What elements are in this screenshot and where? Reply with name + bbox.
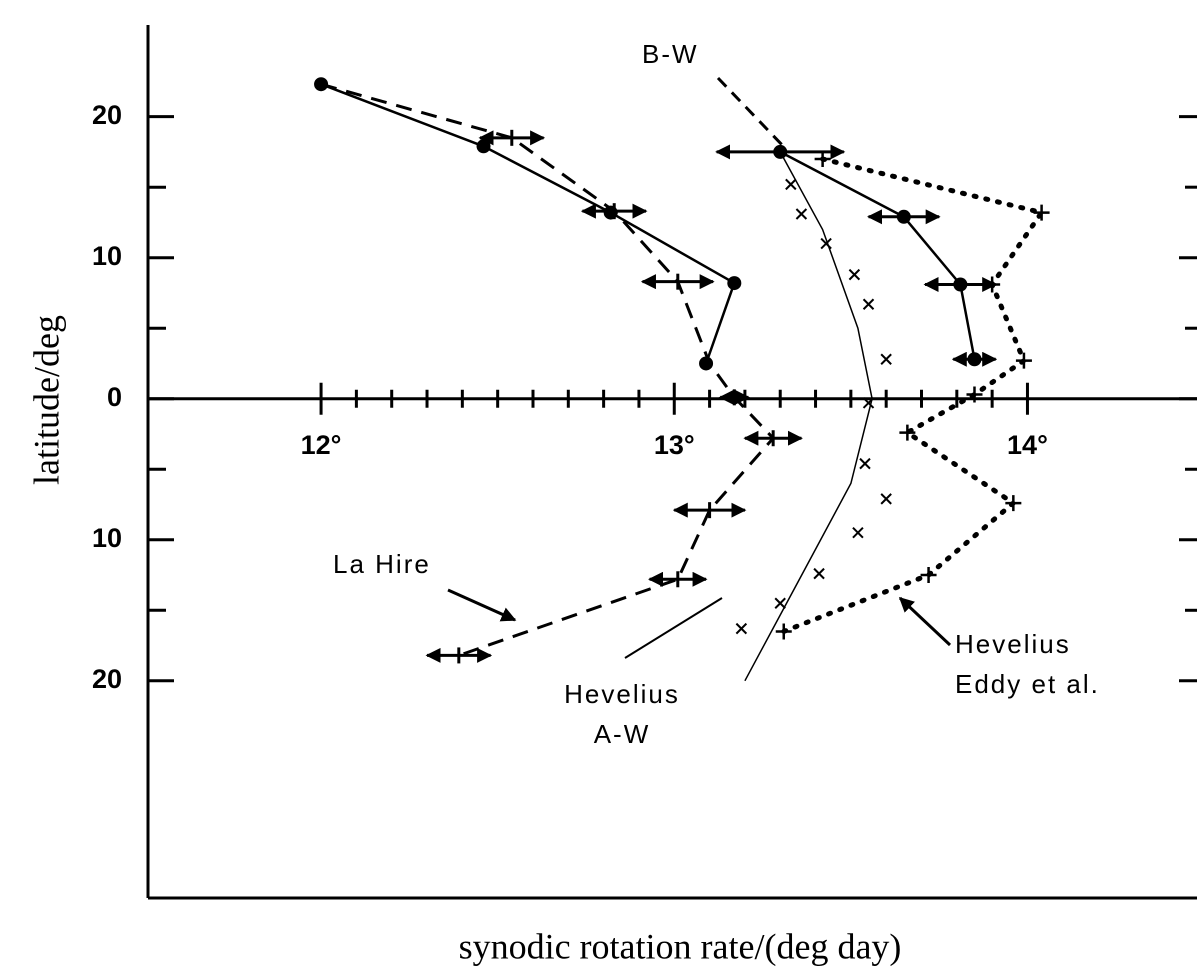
point <box>852 527 864 539</box>
x-tick-label: 14° <box>1007 430 1048 460</box>
point <box>899 424 916 441</box>
y-tick-label: 10 <box>92 241 122 271</box>
point <box>862 298 875 310</box>
point <box>813 567 825 580</box>
point <box>735 622 748 635</box>
point <box>785 178 797 191</box>
annotation: B-W <box>642 39 699 69</box>
pointer <box>716 76 787 150</box>
point <box>314 77 329 92</box>
point <box>1005 495 1022 512</box>
annotation: Hevelius <box>564 679 680 709</box>
point <box>880 493 892 505</box>
point <box>1033 204 1050 221</box>
x-tick-label: 12° <box>301 430 342 460</box>
annotation: A-W <box>594 719 651 749</box>
y-tick-label: 0 <box>107 382 122 412</box>
point <box>880 353 892 365</box>
series-line <box>320 82 776 657</box>
point <box>795 208 808 220</box>
point <box>1015 352 1032 369</box>
y-tick-label: 20 <box>92 100 122 130</box>
pointer <box>447 588 517 622</box>
pointer <box>898 596 952 647</box>
point <box>848 268 861 281</box>
x-tick-label: 13° <box>654 430 695 460</box>
y-axis-title: latitude/deg <box>26 315 66 485</box>
point <box>859 457 871 470</box>
point <box>896 209 911 224</box>
point <box>953 277 968 292</box>
point <box>984 276 1001 293</box>
y-tick-label: 20 <box>92 664 122 694</box>
point <box>966 386 983 403</box>
point <box>699 356 714 371</box>
y-tick-label: 10 <box>92 523 122 553</box>
point <box>814 150 831 167</box>
point <box>727 276 742 291</box>
annotation: Eddy et al. <box>955 669 1100 699</box>
annotation: La Hire <box>333 549 431 579</box>
point <box>920 567 937 584</box>
x-axis-title: synodic rotation rate/(deg day) <box>459 926 902 966</box>
point <box>476 139 491 154</box>
point <box>774 597 786 609</box>
annotation: Hevelius <box>955 629 1071 659</box>
series-line <box>744 151 873 682</box>
point <box>967 352 982 367</box>
point <box>603 205 618 220</box>
series-line <box>320 83 736 364</box>
pointer <box>624 597 723 659</box>
series-line <box>779 150 976 360</box>
point <box>775 623 792 640</box>
